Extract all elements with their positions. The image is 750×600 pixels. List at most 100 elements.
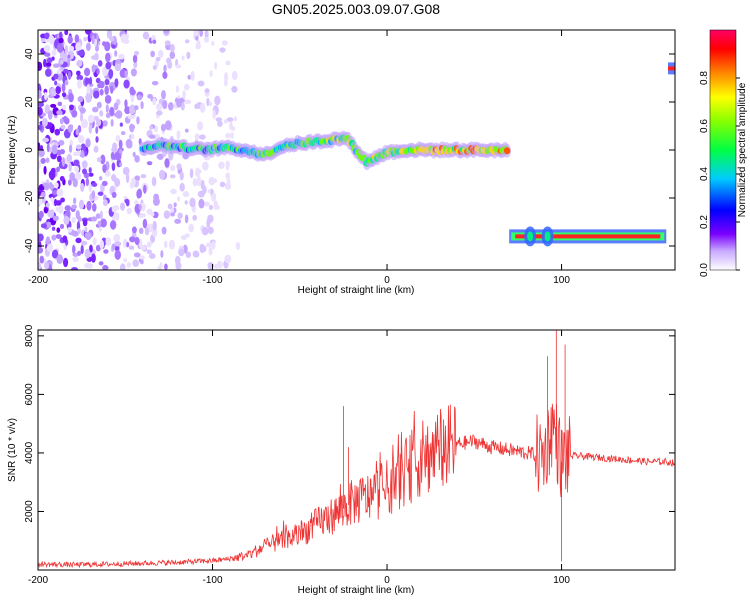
noise-blob <box>127 114 135 120</box>
noise-blob <box>124 99 128 109</box>
noise-blob <box>84 150 88 157</box>
noise-blob <box>77 96 84 103</box>
x-tick-label: 100 <box>553 275 570 286</box>
noise-blob <box>59 59 64 65</box>
noise-blob <box>54 80 58 86</box>
noise-blob <box>151 80 159 86</box>
snr-ylabel: SNR (10 * v/v) <box>7 418 18 482</box>
snr-axes: -200 -100 0 100 8000 6000 4000 2000 <box>24 324 675 586</box>
noise-blob <box>164 40 171 46</box>
noise-blob <box>82 219 88 227</box>
noise-blob <box>88 167 92 174</box>
noise-blob <box>56 188 64 197</box>
noise-blob <box>75 144 82 150</box>
noise-blob <box>91 253 96 263</box>
noise-blob <box>169 44 175 53</box>
noise-blob <box>115 134 121 142</box>
colorbar: 0.0 0.2 0.4 0.6 0.8 Normalized spectral ampl… <box>699 29 748 277</box>
noise-blob <box>156 110 163 116</box>
noise-blob <box>186 51 191 60</box>
noise-blob <box>231 85 238 93</box>
noise-blob <box>182 191 190 198</box>
noise-blob <box>177 212 183 219</box>
noise-blob <box>124 106 131 115</box>
noise-blob <box>95 126 99 134</box>
noise-blob <box>103 249 109 254</box>
noise-blob <box>46 143 50 153</box>
noise-blob <box>77 250 82 256</box>
noise-blob <box>53 198 58 207</box>
noise-blob <box>91 190 96 199</box>
colorbar-tick-label: 0.6 <box>699 119 710 133</box>
noise-blob <box>235 241 241 250</box>
noise-blob <box>113 177 118 183</box>
noise-blob <box>45 236 51 246</box>
noise-blob <box>109 85 114 94</box>
noise-blob <box>187 74 191 80</box>
noise-blob <box>98 261 104 266</box>
noise-blob <box>43 37 50 43</box>
noise-blob <box>44 32 50 40</box>
noise-blob <box>72 257 79 262</box>
y-tick-label: 20 <box>24 96 35 108</box>
noise-blob <box>59 31 63 39</box>
noise-blob <box>195 178 201 186</box>
y-tick-label: -40 <box>24 238 35 253</box>
noise-blob <box>69 172 76 182</box>
noise-blob <box>184 214 189 224</box>
noise-blob <box>156 103 163 111</box>
noise-blob <box>208 246 213 256</box>
noise-blob <box>45 202 50 208</box>
noise-blob <box>82 168 87 175</box>
noise-blob <box>176 130 181 140</box>
noise-blob <box>43 44 51 53</box>
noise-blob <box>114 152 122 161</box>
noise-blob <box>164 263 168 270</box>
noise-blob <box>132 151 136 158</box>
noise-blob <box>45 62 52 67</box>
noise-blob <box>101 180 108 187</box>
noise-blob <box>160 123 167 132</box>
noise-blob <box>112 142 118 151</box>
noise-blob <box>75 210 80 220</box>
noise-blob <box>141 213 146 218</box>
noise-blob <box>95 213 101 219</box>
y-tick-label: -20 <box>24 190 35 205</box>
noise-blob <box>128 245 135 250</box>
snr-content <box>38 330 675 569</box>
trace-point <box>503 147 511 155</box>
noise-blob <box>102 41 107 47</box>
noise-blob <box>207 214 214 223</box>
y-tick-label: 4000 <box>24 441 35 464</box>
noise-blob <box>125 199 130 207</box>
x-tick-label: 0 <box>384 275 390 286</box>
noise-blob <box>97 60 103 67</box>
noise-blob <box>140 245 147 250</box>
noise-blob <box>44 104 50 115</box>
noise-blob <box>68 45 75 52</box>
noise-blob <box>150 50 155 58</box>
noise-blob <box>175 85 180 93</box>
noise-blob <box>175 64 182 69</box>
noise-blob <box>84 248 91 259</box>
noise-blob <box>38 142 41 151</box>
noise-blob <box>45 157 50 164</box>
noise-blob <box>208 101 213 107</box>
noise-blob <box>226 178 231 186</box>
noise-blob <box>224 254 232 264</box>
noise-blob <box>58 37 64 44</box>
noise-blob <box>167 102 174 111</box>
noise-blob <box>150 212 155 217</box>
x-tick-label: -200 <box>28 275 48 286</box>
noise-blob <box>99 88 104 96</box>
noise-blob <box>86 84 91 95</box>
noise-blob <box>225 160 230 168</box>
noise-blob <box>231 126 236 131</box>
noise-blob <box>63 115 68 122</box>
noise-blob <box>131 226 137 234</box>
noise-blob <box>43 58 47 68</box>
noise-blob <box>95 244 101 252</box>
noise-blob <box>139 259 144 265</box>
noise-blob <box>46 57 53 64</box>
noise-blob <box>55 206 59 212</box>
